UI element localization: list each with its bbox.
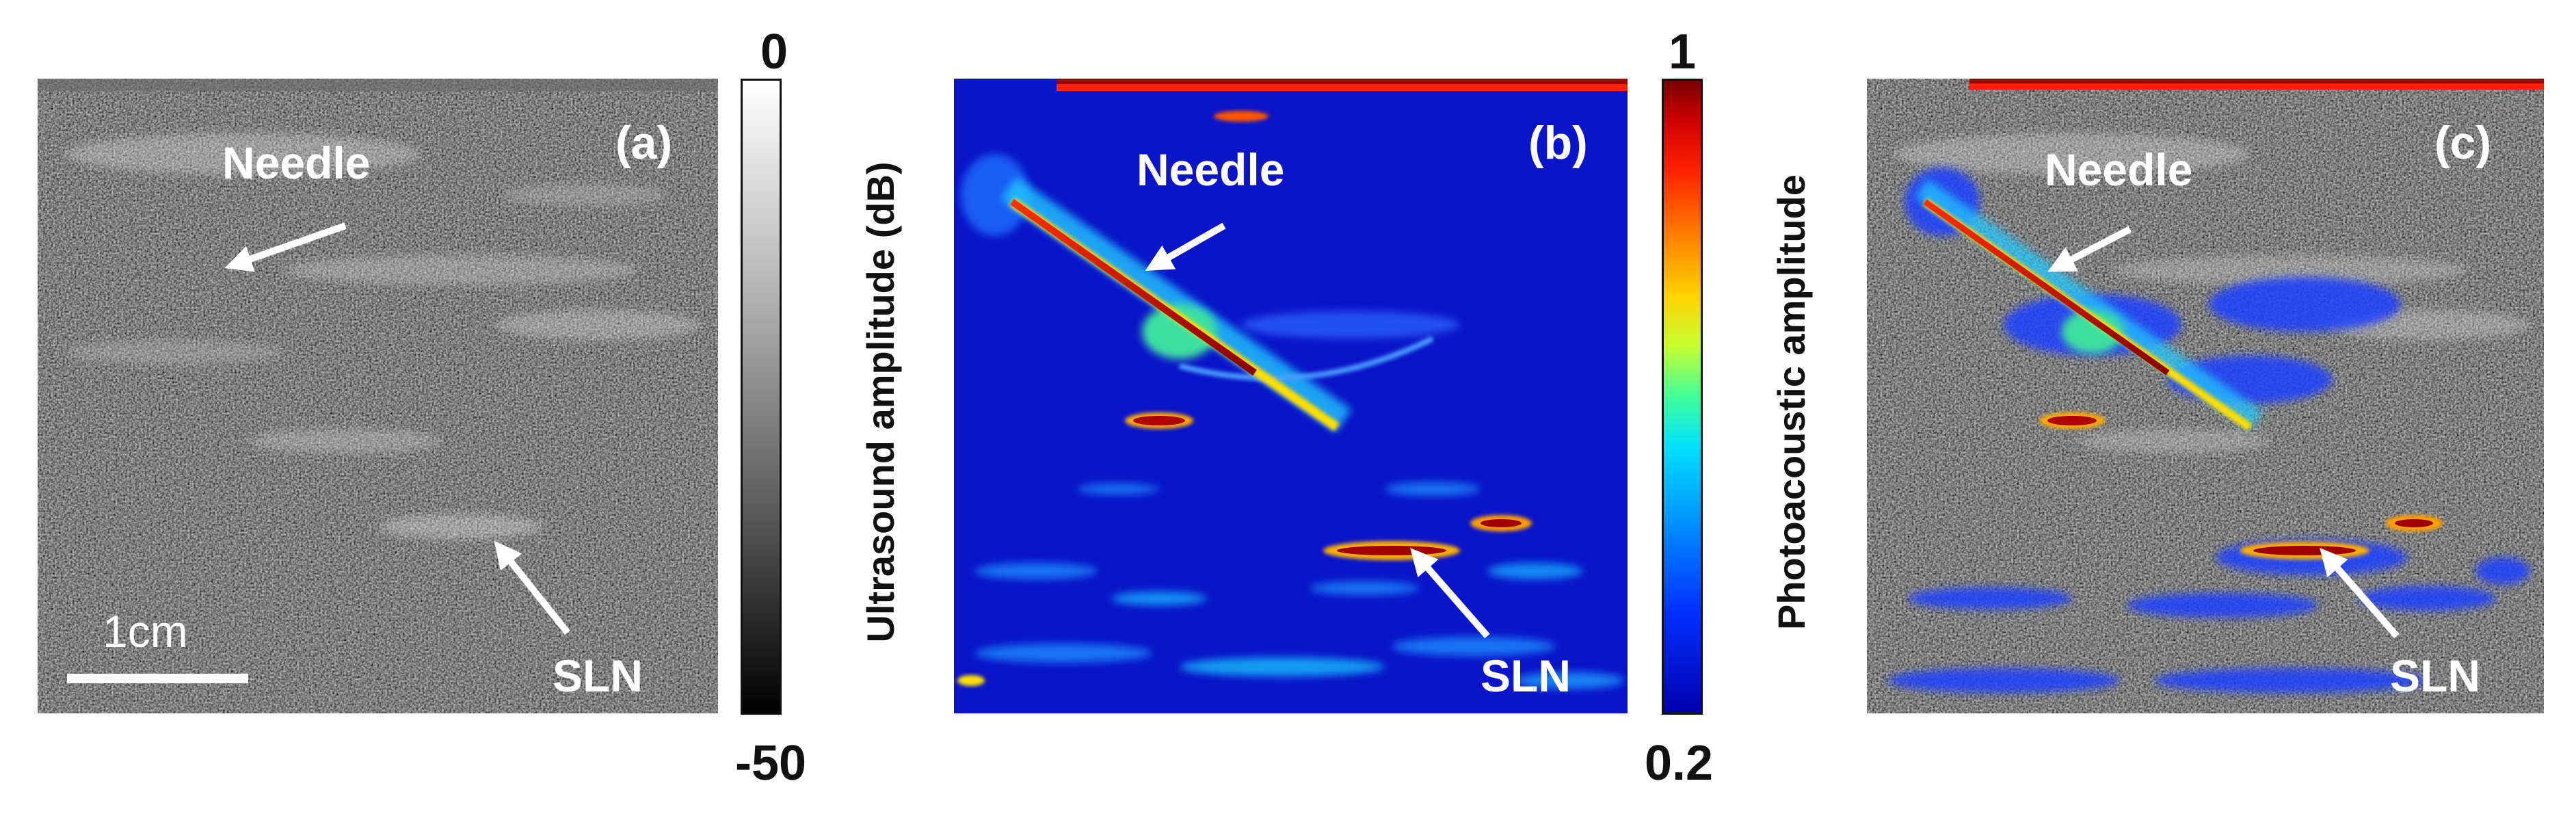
sln-label-c: SLN bbox=[2390, 650, 2480, 701]
sln-label-b: SLN bbox=[1480, 650, 1571, 701]
needle-label-c: Needle bbox=[2045, 144, 2193, 195]
ultrasound-colorbar bbox=[741, 79, 782, 715]
overlay-image bbox=[1867, 79, 2544, 713]
ultrasound-colorbar-max: 0 bbox=[760, 25, 788, 79]
ultrasound-colorbar-min: -50 bbox=[735, 736, 807, 791]
photoacoustic-image-panel bbox=[954, 79, 1628, 713]
photoacoustic-image bbox=[954, 79, 1628, 713]
panel-a-label: (a) bbox=[615, 117, 673, 169]
panel-b-label: (b) bbox=[1528, 117, 1588, 169]
photoacoustic-colorbar-max: 1 bbox=[1669, 25, 1697, 79]
panel-c-label: (c) bbox=[2434, 117, 2492, 169]
scale-bar bbox=[67, 674, 248, 683]
photoacoustic-colorbar-min: 0.2 bbox=[1645, 736, 1714, 791]
needle-label-b: Needle bbox=[1137, 144, 1285, 195]
ultrasound-image-panel bbox=[38, 79, 718, 713]
needle-label-a: Needle bbox=[222, 137, 371, 188]
photoacoustic-colorbar bbox=[1662, 79, 1703, 715]
ultrasound-colorbar-title: Ultrasound amplitude (dB) bbox=[859, 161, 902, 643]
sln-label-a: SLN bbox=[553, 650, 643, 701]
photoacoustic-colorbar-title: Photoacoustic amplitude bbox=[1770, 174, 1813, 630]
overlay-image-panel bbox=[1867, 79, 2544, 713]
ultrasound-speckle-image bbox=[38, 79, 718, 713]
scale-bar-label: 1cm bbox=[103, 606, 188, 657]
